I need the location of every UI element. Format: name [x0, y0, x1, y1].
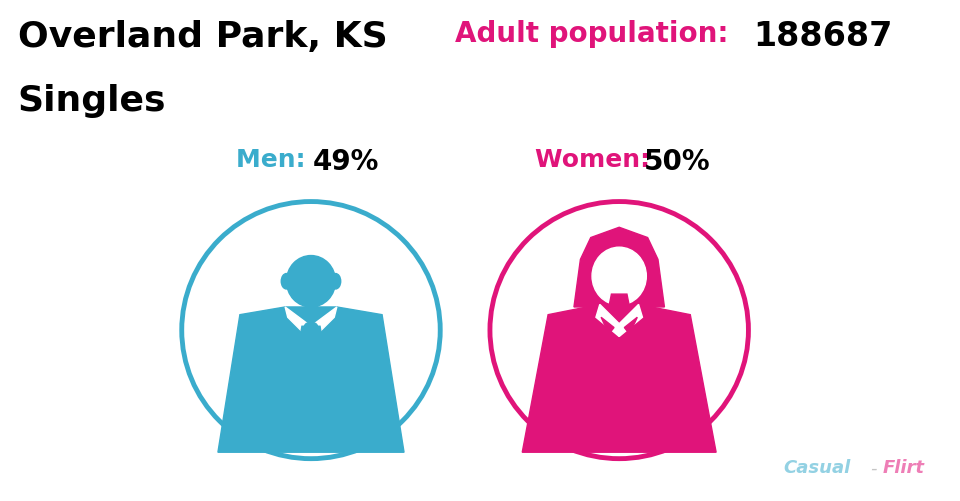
- Text: Women:: Women:: [535, 148, 659, 172]
- Polygon shape: [596, 305, 619, 337]
- Ellipse shape: [304, 323, 318, 331]
- Polygon shape: [522, 305, 716, 452]
- Ellipse shape: [281, 274, 292, 290]
- Text: Casual: Casual: [783, 458, 851, 476]
- Text: Adult population:: Adult population:: [455, 20, 738, 48]
- Polygon shape: [311, 307, 337, 341]
- Text: Singles: Singles: [17, 84, 166, 118]
- Polygon shape: [601, 318, 614, 334]
- Ellipse shape: [286, 256, 336, 307]
- Text: 49%: 49%: [313, 148, 379, 176]
- Polygon shape: [619, 305, 642, 337]
- Ellipse shape: [592, 247, 646, 306]
- Text: 188687: 188687: [754, 20, 893, 53]
- Ellipse shape: [330, 274, 341, 290]
- Polygon shape: [624, 318, 637, 334]
- Polygon shape: [285, 307, 311, 341]
- Text: Flirt: Flirt: [882, 458, 924, 476]
- Polygon shape: [574, 228, 664, 307]
- Text: Men:: Men:: [236, 148, 315, 172]
- Polygon shape: [609, 295, 630, 307]
- Text: Overland Park, KS: Overland Park, KS: [17, 20, 388, 54]
- Text: 50%: 50%: [644, 148, 710, 176]
- Text: -: -: [870, 458, 876, 476]
- Polygon shape: [304, 290, 318, 307]
- Polygon shape: [218, 307, 404, 452]
- Polygon shape: [298, 327, 324, 382]
